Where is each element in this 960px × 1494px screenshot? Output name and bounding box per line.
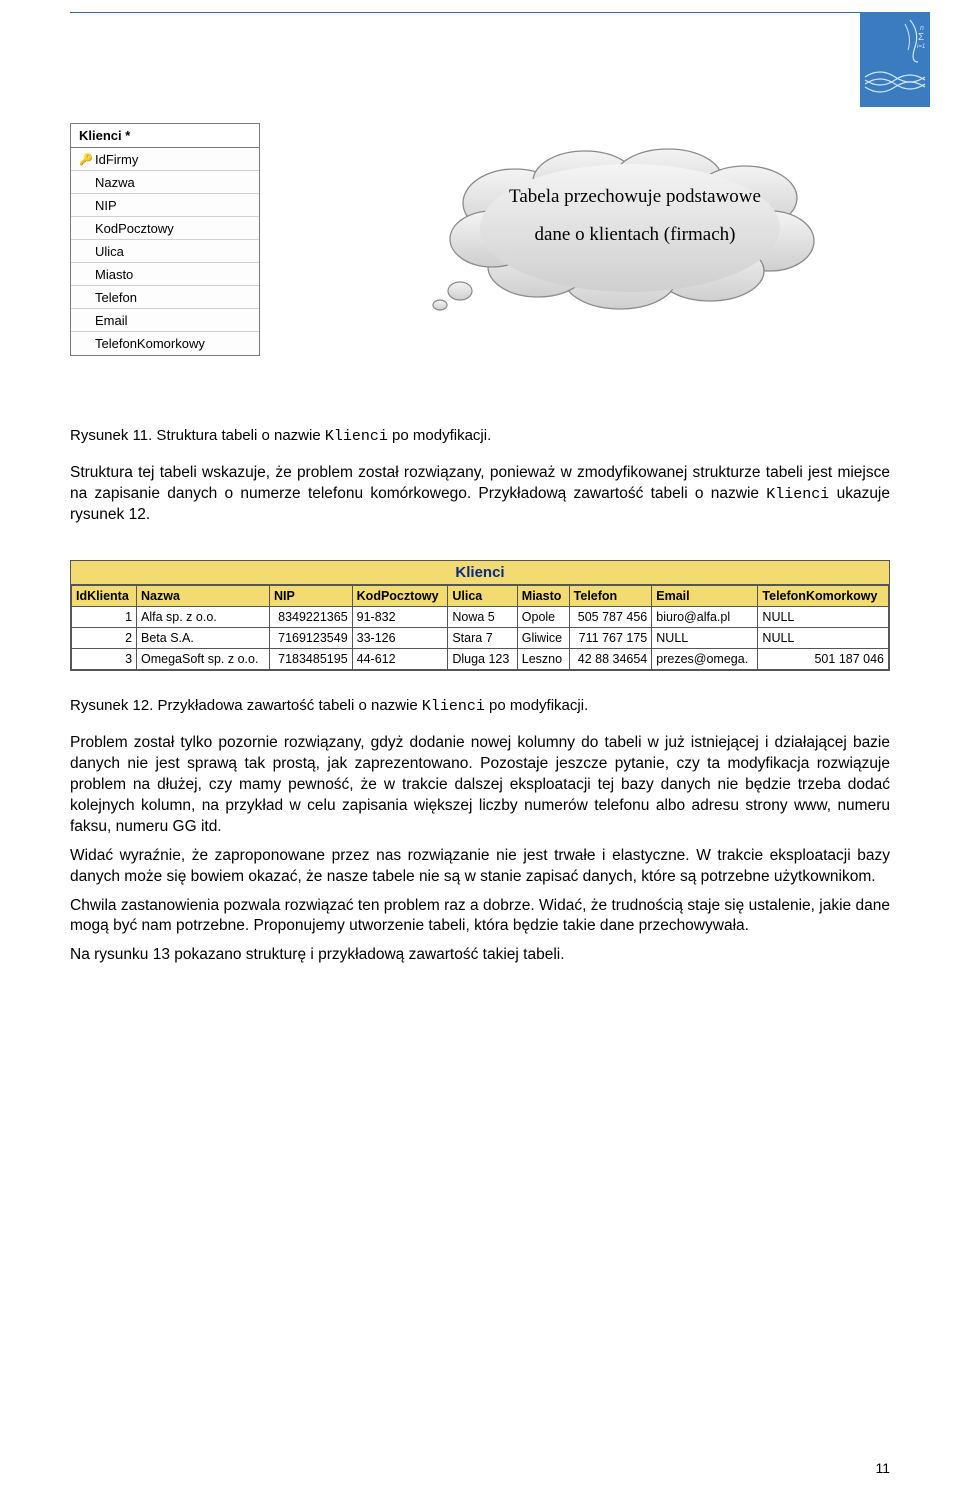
table-cell: Beta S.A. bbox=[137, 628, 270, 649]
table-cell: Opole bbox=[517, 607, 569, 628]
figure-11: Klienci * 🔑IdFirmy Nazwa NIP KodPocztowy Uli… bbox=[70, 123, 890, 413]
klienci-data-table: IdKlientaNazwaNIPKodPocztowyUlicaMiastoT… bbox=[71, 585, 889, 670]
schema-field-label: IdFirmy bbox=[95, 152, 138, 167]
table-row: 2Beta S.A.716912354933-126Stara 7Gliwice… bbox=[72, 628, 889, 649]
table-cell: NULL bbox=[652, 628, 758, 649]
schema-panel: Klienci * 🔑IdFirmy Nazwa NIP KodPocztowy Uli… bbox=[70, 123, 260, 356]
column-header: KodPocztowy bbox=[352, 586, 448, 607]
table-cell: Gliwice bbox=[517, 628, 569, 649]
table-cell: Stara 7 bbox=[448, 628, 517, 649]
schema-field: Telefon bbox=[71, 286, 259, 309]
table-row: 3OmegaSoft sp. z o.o.718348519544-612Dlu… bbox=[72, 649, 889, 670]
schema-field-label: Email bbox=[95, 313, 128, 328]
schema-field: NIP bbox=[71, 194, 259, 217]
table-cell: 42 88 34654 bbox=[569, 649, 652, 670]
table-cell: Nowa 5 bbox=[448, 607, 517, 628]
table-cell: NULL bbox=[758, 628, 889, 649]
table-title: Klienci bbox=[71, 561, 889, 585]
table-cell: 505 787 456 bbox=[569, 607, 652, 628]
table-cell: 501 187 046 bbox=[758, 649, 889, 670]
table-cell: 33-126 bbox=[352, 628, 448, 649]
table-cell: NULL bbox=[758, 607, 889, 628]
paragraph-1: Struktura tej tabeli wskazuje, że proble… bbox=[70, 463, 890, 526]
schema-field: Email bbox=[71, 309, 259, 332]
table-cell: Leszno bbox=[517, 649, 569, 670]
schema-field-label: TelefonKomorkowy bbox=[95, 336, 205, 351]
caption-11: Rysunek 11. Struktura tabeli o nazwie Kl… bbox=[70, 427, 890, 445]
column-header: Miasto bbox=[517, 586, 569, 607]
schema-field-label: Ulica bbox=[95, 244, 124, 259]
table-cell: prezes@omega. bbox=[652, 649, 758, 670]
table-cell: Alfa sp. z o.o. bbox=[137, 607, 270, 628]
table-cell: 44-612 bbox=[352, 649, 448, 670]
schema-field-label: KodPocztowy bbox=[95, 221, 174, 236]
svg-text:Σ: Σ bbox=[918, 32, 924, 43]
schema-field: TelefonKomorkowy bbox=[71, 332, 259, 355]
cloud-text: Tabela przechowuje podstawowe dane o kli… bbox=[470, 178, 800, 254]
schema-field: Miasto bbox=[71, 263, 259, 286]
paragraph-5: Na rysunku 13 pokazano strukturę i przyk… bbox=[70, 945, 890, 966]
table-cell: 7183485195 bbox=[270, 649, 353, 670]
column-header: IdKlienta bbox=[72, 586, 137, 607]
table-cell: 711 767 175 bbox=[569, 628, 652, 649]
table-cell: 1 bbox=[72, 607, 137, 628]
table-cell: biuro@alfa.pl bbox=[652, 607, 758, 628]
schema-field-label: Telefon bbox=[95, 290, 137, 305]
table-cell: 8349221365 bbox=[270, 607, 353, 628]
table-cell: 7169123549 bbox=[270, 628, 353, 649]
schema-field-label: Miasto bbox=[95, 267, 133, 282]
paragraph-3: Widać wyraźnie, że zaproponowane przez n… bbox=[70, 846, 890, 888]
schema-fields: 🔑IdFirmy Nazwa NIP KodPocztowy Ulica Miasto Te… bbox=[71, 148, 259, 355]
table-cell: OmegaSoft sp. z o.o. bbox=[137, 649, 270, 670]
svg-text:n: n bbox=[920, 25, 924, 32]
svg-text:i=1: i=1 bbox=[917, 44, 925, 50]
schema-field: Nazwa bbox=[71, 171, 259, 194]
schema-title: Klienci * bbox=[71, 124, 259, 148]
caption-12: Rysunek 12. Przykładowa zawartość tabeli… bbox=[70, 697, 890, 715]
table-cell: 3 bbox=[72, 649, 137, 670]
figure-12-table: Klienci IdKlientaNazwaNIPKodPocztowyUlic… bbox=[70, 560, 890, 671]
table-cell: 2 bbox=[72, 628, 137, 649]
paragraph-2: Problem został tylko pozornie rozwiązany… bbox=[70, 733, 890, 838]
column-header: Telefon bbox=[569, 586, 652, 607]
table-row: 1Alfa sp. z o.o.834922136591-832Nowa 5Op… bbox=[72, 607, 889, 628]
page-number: 11 bbox=[875, 1460, 890, 1476]
cloud-line2: dane o klientach (firmach) bbox=[535, 224, 736, 245]
table-cell: 91-832 bbox=[352, 607, 448, 628]
column-header: Nazwa bbox=[137, 586, 270, 607]
schema-field-label: NIP bbox=[95, 198, 117, 213]
column-header: Ulica bbox=[448, 586, 517, 607]
column-header: Email bbox=[652, 586, 758, 607]
schema-field: 🔑IdFirmy bbox=[71, 148, 259, 171]
key-icon: 🔑 bbox=[77, 153, 95, 166]
cloud-line1: Tabela przechowuje podstawowe bbox=[509, 186, 761, 207]
corner-badge: n Σ i=1 bbox=[860, 12, 930, 107]
schema-field: KodPocztowy bbox=[71, 217, 259, 240]
column-header: NIP bbox=[270, 586, 353, 607]
schema-field-label: Nazwa bbox=[95, 175, 135, 190]
column-header: TelefonKomorkowy bbox=[758, 586, 889, 607]
schema-field: Ulica bbox=[71, 240, 259, 263]
table-cell: Dluga 123 bbox=[448, 649, 517, 670]
paragraph-4: Chwila zastanowienia pozwala rozwiązać t… bbox=[70, 896, 890, 938]
